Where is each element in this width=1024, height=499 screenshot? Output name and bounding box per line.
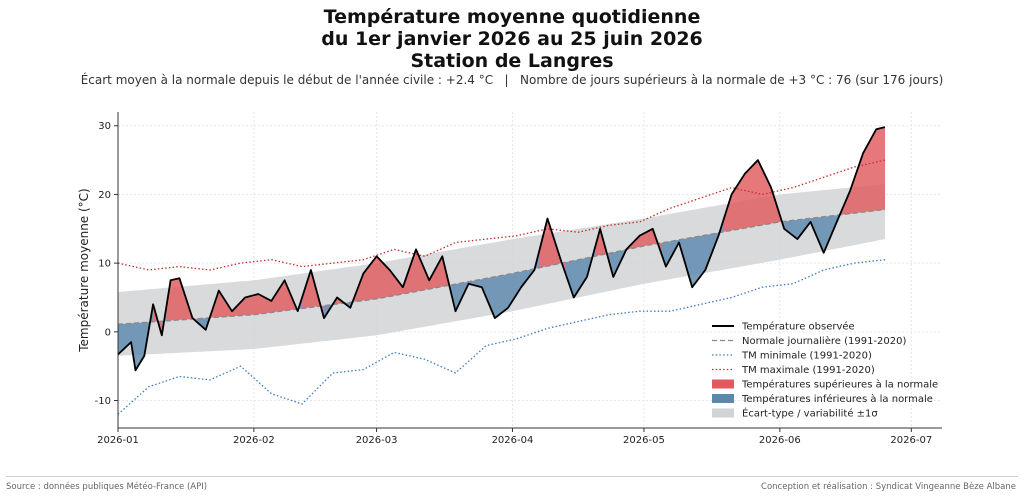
x-tick-label: 2026-07 bbox=[890, 435, 932, 446]
x-tick-label: 2026-01 bbox=[97, 435, 139, 446]
legend-label: Températures inférieures à la normale bbox=[741, 393, 933, 405]
legend-label: TM maximale (1991-2020) bbox=[741, 365, 875, 376]
y-tick-label: 20 bbox=[98, 190, 111, 201]
temperature-chart: -10 0 10 20 30 2026-01 2026-02 2026-03 2026-04 20… bbox=[77, 112, 942, 446]
above-normal-area bbox=[722, 160, 785, 232]
legend-swatch bbox=[712, 408, 734, 418]
variability-band bbox=[118, 184, 885, 356]
tmin-line bbox=[117, 259, 886, 415]
x-tick-label: 2026-03 bbox=[356, 435, 398, 446]
y-tick-label: 0 bbox=[105, 327, 111, 338]
legend-swatch bbox=[712, 394, 734, 403]
legend-label: Normale journalière (1991-2020) bbox=[742, 335, 906, 347]
x-tick-label: 2026-02 bbox=[233, 435, 275, 446]
y-tick-label: 30 bbox=[98, 121, 111, 132]
legend-label: Température observée bbox=[741, 321, 855, 333]
footer-divider bbox=[6, 476, 1018, 477]
x-tick-label: 2026-04 bbox=[492, 435, 534, 446]
above-normal-area bbox=[210, 280, 298, 318]
above-normal-area bbox=[538, 218, 566, 273]
legend-swatch bbox=[712, 379, 734, 389]
legend-label: TM minimale (1991-2020) bbox=[741, 351, 872, 362]
below-normal-area bbox=[451, 252, 539, 319]
chart-title-line-1: Température moyenne quotidienne bbox=[323, 6, 701, 28]
above-normal-area bbox=[595, 228, 609, 261]
tmax-line bbox=[117, 159, 886, 271]
y-tick-label: -10 bbox=[95, 396, 111, 407]
chart-subtitle: Écart moyen à la normale depuis le début… bbox=[80, 73, 944, 87]
x-tick-label: 2026-06 bbox=[759, 435, 801, 446]
footer-credit: Conception et réalisation : Syndicat Vin… bbox=[761, 482, 1016, 492]
above-normal-area bbox=[166, 278, 197, 322]
chart-title-line-3: Station de Langres bbox=[410, 50, 614, 72]
legend-label: Écart-type / variabilité ±1σ bbox=[742, 407, 878, 420]
normal-line bbox=[117, 208, 886, 325]
below-normal-area bbox=[345, 296, 355, 308]
observed-line bbox=[117, 126, 886, 372]
footer-source: Source : données publiques Météo-France … bbox=[6, 482, 208, 492]
above-normal-area bbox=[841, 127, 885, 215]
chart-title-line-2: du 1er janvier 2026 au 25 juin 2026 bbox=[321, 28, 703, 50]
chart-legend: Température observée Normale journalière … bbox=[712, 321, 938, 420]
y-axis-label: Température moyenne (°C) bbox=[77, 188, 91, 353]
above-normal-area bbox=[354, 249, 452, 302]
below-normal-area bbox=[784, 211, 842, 253]
below-normal-area bbox=[608, 249, 627, 277]
below-normal-area bbox=[661, 221, 723, 288]
x-tick-label: 2026-05 bbox=[623, 435, 665, 446]
legend-label: Températures supérieures à la normale bbox=[741, 379, 938, 391]
y-tick-label: 10 bbox=[98, 259, 111, 270]
